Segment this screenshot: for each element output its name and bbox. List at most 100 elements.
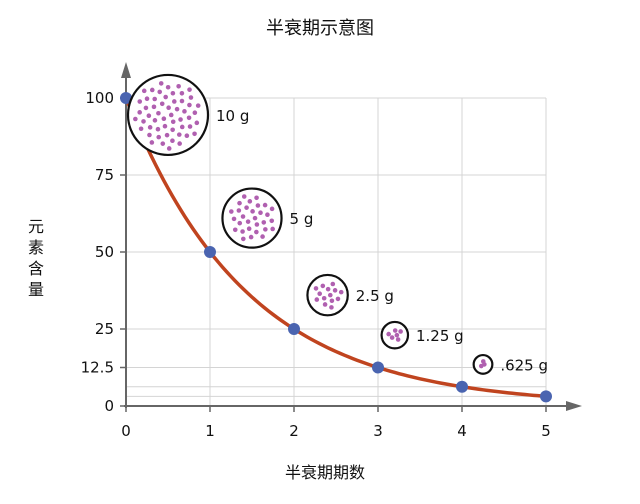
- particle-dot: [184, 133, 190, 139]
- particle-dot: [161, 116, 167, 122]
- particle-dot: [329, 298, 335, 304]
- particle-dot: [187, 124, 193, 129]
- particle-dot: [389, 335, 395, 340]
- particle-dot: [166, 146, 172, 151]
- data-point: [288, 323, 300, 335]
- particle-dot: [260, 234, 265, 239]
- particle-dot: [155, 126, 161, 132]
- particle-dot: [330, 281, 336, 287]
- particle-dot: [231, 216, 237, 222]
- particle-dot: [179, 98, 185, 104]
- sample-circle: [221, 187, 283, 249]
- particle-dot: [163, 94, 168, 100]
- chart-title: 半衰期示意图: [266, 18, 374, 39]
- particle-dot: [141, 88, 147, 94]
- particle-dot: [143, 105, 149, 111]
- particle-dot: [171, 99, 177, 104]
- particle-dot: [254, 195, 259, 201]
- mass-label: 2.5 g: [356, 287, 394, 305]
- particle-dot: [478, 363, 484, 369]
- sample-circle-group: 5 g: [221, 187, 314, 249]
- particle-dot: [250, 209, 255, 214]
- sample-circle-group: .625 g: [472, 353, 548, 375]
- particle-dot: [314, 297, 320, 302]
- particle-dot: [138, 126, 144, 132]
- data-point: [372, 361, 384, 374]
- particle-dot: [159, 101, 165, 107]
- particle-dot: [254, 229, 259, 235]
- x-axis-arrow: [566, 401, 582, 411]
- particle-dot: [320, 283, 326, 289]
- sample-circle-group: 1.25 g: [380, 320, 464, 350]
- particle-dot: [137, 99, 143, 104]
- particle-dot: [165, 84, 171, 90]
- particle-dot: [166, 105, 171, 111]
- data-point: [456, 380, 468, 393]
- particle-dot: [152, 118, 158, 123]
- sample-circle-group: 2.5 g: [306, 273, 394, 317]
- particle-dot: [480, 359, 486, 364]
- particle-dot: [247, 199, 253, 204]
- particle-dot: [262, 202, 268, 208]
- particle-dot: [147, 132, 152, 138]
- particle-dot: [141, 119, 146, 124]
- particle-dot: [177, 141, 182, 146]
- decay-curve-group: [124, 96, 548, 399]
- particle-dot: [156, 110, 161, 116]
- mass-label: 1.25 g: [416, 327, 464, 345]
- y-axis-label-char: 含: [28, 259, 44, 278]
- particle-dot: [254, 222, 260, 227]
- particle-dot: [170, 119, 176, 125]
- data-points: [120, 92, 552, 403]
- mass-label: 5 g: [290, 210, 314, 228]
- particle-dot: [168, 112, 174, 118]
- particle-dot: [240, 229, 245, 234]
- x-tick-label: 5: [541, 422, 551, 440]
- particle-dot: [240, 214, 246, 219]
- particle-dot: [270, 226, 275, 232]
- mass-label: .625 g: [500, 356, 548, 374]
- x-tick-label: 3: [373, 422, 383, 440]
- particle-dot: [179, 124, 185, 130]
- y-axis-label-char: 素: [28, 238, 44, 257]
- y-tick-label: 25: [95, 320, 114, 338]
- particle-dot: [182, 109, 187, 114]
- y-tick-label: 100: [85, 89, 114, 107]
- particle-dot: [170, 127, 175, 133]
- y-tick-label: 12.5: [81, 359, 114, 377]
- particle-dot: [195, 103, 201, 108]
- particle-dot: [261, 220, 267, 225]
- particle-dot: [194, 120, 200, 126]
- particle-dot: [237, 220, 243, 226]
- particle-dot: [152, 96, 158, 102]
- particle-dot: [157, 89, 163, 95]
- particle-dot: [258, 210, 263, 216]
- particle-dot: [176, 132, 182, 137]
- particle-dot: [133, 116, 138, 122]
- sample-circle-group: 10 g: [126, 73, 249, 157]
- particle-dot: [237, 200, 242, 206]
- particle-dot: [325, 286, 331, 292]
- particle-dot: [322, 302, 328, 307]
- sample-circle: [306, 273, 349, 317]
- y-axis-arrow: [121, 62, 131, 78]
- particle-dot: [321, 295, 327, 301]
- particle-dot: [329, 305, 334, 310]
- particle-dot: [170, 138, 175, 143]
- y-tick-label: 0: [104, 397, 114, 415]
- particle-dot: [229, 209, 234, 214]
- particle-dot: [188, 95, 194, 100]
- particle-dot: [392, 328, 398, 333]
- particle-dot: [144, 96, 150, 101]
- particle-dot: [170, 90, 176, 96]
- particle-dot: [236, 208, 242, 213]
- particle-dot: [147, 125, 153, 130]
- particle-dot: [149, 140, 155, 145]
- particle-dot: [162, 123, 168, 129]
- mass-label: 10 g: [216, 107, 249, 125]
- particle-dot: [151, 104, 157, 110]
- x-axis-label: 半衰期期数: [285, 463, 365, 482]
- particle-dot: [160, 141, 166, 146]
- particle-dot: [269, 218, 275, 224]
